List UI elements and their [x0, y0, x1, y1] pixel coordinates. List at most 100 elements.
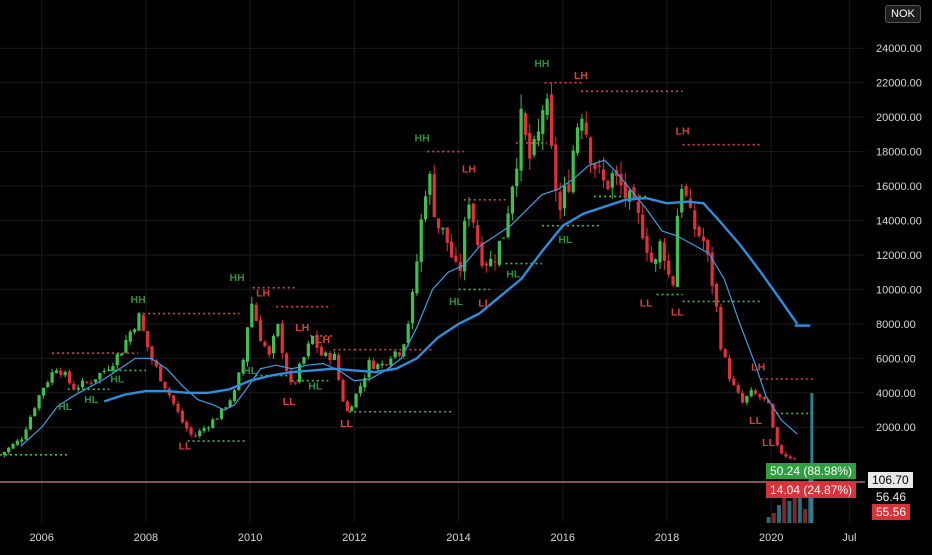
tag-green-change: 50.24 (88.98%)	[766, 463, 857, 479]
x-tick-label-1: 2008	[134, 532, 158, 544]
x-tick-label-8: Jul	[842, 532, 856, 544]
candle-body	[697, 226, 701, 237]
structure-lines	[0, 81, 865, 483]
candle-body	[649, 252, 653, 263]
candle-body	[454, 255, 458, 262]
candle-body	[766, 399, 771, 404]
candle-body	[350, 406, 354, 412]
candle-body	[284, 353, 289, 372]
candle-body	[463, 221, 467, 272]
candle-body	[371, 360, 376, 369]
structure-label-hl-6: HL	[243, 365, 258, 377]
candle-body	[311, 336, 315, 344]
candle-body	[263, 341, 267, 347]
candle-body	[450, 241, 454, 258]
candle-body	[588, 137, 593, 164]
currency-badge[interactable]: NOK	[885, 5, 921, 23]
candle-body	[267, 346, 271, 355]
structure-label-hh-18: HH	[534, 58, 549, 70]
candle-body	[215, 418, 219, 420]
candle-body	[111, 366, 115, 371]
candle-body	[719, 307, 723, 350]
candle-body	[67, 371, 72, 384]
candle-body	[293, 382, 297, 384]
volume-bar-4	[787, 501, 792, 523]
candle-body	[93, 379, 98, 382]
structure-label-lh-19: LH	[574, 70, 588, 82]
structure-label-lh-10: LH	[316, 334, 330, 346]
candle-body	[106, 369, 111, 371]
candle-body	[241, 359, 245, 374]
candle-body	[489, 258, 493, 267]
price-axis: 2000.00 4000.00 6000.00 8000.00 10000.00 1200…	[876, 43, 922, 434]
candle-body	[11, 444, 15, 449]
structure-label-lh-14: LH	[462, 163, 476, 175]
candle-body	[345, 401, 349, 412]
candle-body	[211, 419, 215, 429]
candle-body	[76, 387, 80, 389]
tag-low-price: 55.56	[872, 504, 911, 520]
candle-body	[554, 144, 558, 191]
candle-body	[771, 404, 775, 428]
candle-body	[541, 110, 545, 135]
y-tick-label-5: 12000.00	[876, 250, 922, 262]
candle-body	[7, 447, 11, 453]
structure-label-ll-26: LL	[762, 437, 775, 449]
time-axis: 2006 2008 2010 2012 2014 2016 2018 2020 Jul	[29, 532, 856, 544]
candle-body	[198, 430, 202, 437]
candle-body	[723, 349, 727, 358]
candle-body	[59, 370, 63, 375]
candle-body	[428, 173, 432, 195]
candle-body	[384, 364, 389, 366]
candle-body	[250, 303, 254, 328]
candle-body	[597, 165, 601, 167]
structure-label-ll-4: LL	[179, 441, 192, 453]
candle-body	[363, 377, 367, 388]
candle-body	[89, 382, 93, 384]
candle-body	[54, 370, 59, 373]
structure-label-hl-20: HL	[558, 234, 573, 246]
candle-body	[758, 394, 762, 398]
candle-body	[788, 456, 792, 459]
candle-body	[245, 327, 250, 362]
candle-body	[549, 94, 554, 146]
candle-body	[658, 241, 662, 263]
candle-body	[671, 276, 675, 286]
candle-body	[102, 370, 106, 372]
candle-body	[580, 118, 584, 131]
candle-body	[271, 335, 276, 354]
candle-body	[324, 352, 328, 356]
tag-current-price: 106.70	[868, 472, 913, 488]
candle-body	[0, 454, 2, 456]
structure-label-hh-0: HH	[131, 294, 146, 306]
tag-red-change: 14.04 (24.87%)	[766, 482, 857, 498]
candle-body	[258, 320, 263, 342]
candle-body	[172, 395, 176, 404]
candle-body	[159, 365, 163, 382]
candle-body	[319, 346, 323, 356]
candle-body	[410, 291, 415, 324]
x-tick-label-7: 2020	[759, 532, 783, 544]
candle-body	[2, 451, 6, 455]
candle-body	[176, 403, 180, 412]
y-tick-label-9: 20000.00	[876, 112, 922, 124]
candle-body	[423, 196, 428, 220]
candle-body	[506, 213, 510, 238]
candle-body	[232, 390, 237, 401]
structure-label-ll-12: LL	[340, 418, 353, 430]
candle-body	[276, 323, 280, 337]
candle-body	[237, 372, 241, 391]
candle-body	[15, 440, 19, 445]
candle-body	[332, 353, 336, 360]
candle-body	[206, 427, 211, 429]
candle-body	[193, 435, 198, 437]
candle-body	[628, 190, 632, 202]
candle-body	[50, 372, 54, 383]
y-tick-label-7: 16000.00	[876, 181, 922, 193]
candle-body	[645, 236, 649, 253]
candle-body	[567, 183, 571, 192]
structure-label-lh-9: LH	[295, 322, 309, 334]
candle-body	[441, 227, 445, 230]
